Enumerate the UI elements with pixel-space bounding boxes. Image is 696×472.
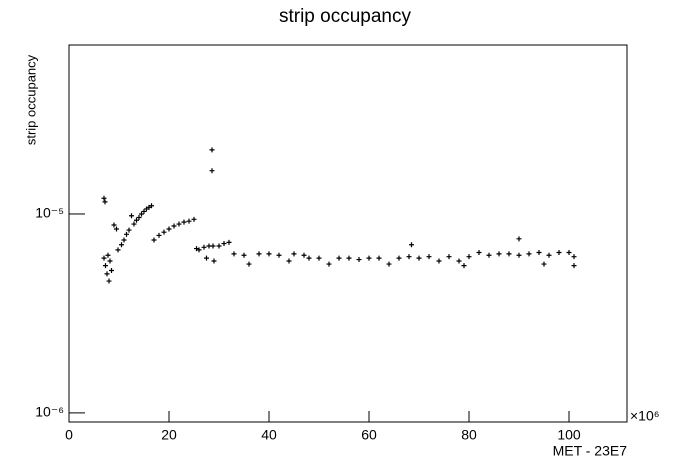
marker [409, 242, 414, 248]
marker [149, 203, 154, 209]
marker [156, 232, 162, 238]
marker [516, 236, 522, 242]
marker [366, 255, 372, 261]
marker [181, 219, 187, 225]
marker [301, 252, 307, 258]
marker [286, 258, 292, 264]
marker [256, 251, 262, 257]
marker [291, 251, 297, 257]
marker [516, 252, 522, 258]
y-axis-label: strip occupancy [23, 54, 38, 145]
marker [111, 222, 117, 228]
marker [306, 255, 312, 261]
x-tick-label: 60 [361, 427, 377, 443]
marker [134, 217, 139, 223]
marker [209, 147, 215, 153]
marker [210, 243, 216, 249]
y-tick-label: 10⁻⁵ [35, 205, 64, 221]
marker [161, 229, 167, 235]
marker [466, 254, 472, 260]
marker [176, 221, 182, 227]
marker [486, 252, 492, 258]
marker [536, 250, 542, 256]
marker [139, 211, 144, 217]
marker [496, 251, 502, 257]
marker [396, 255, 402, 261]
marker [446, 254, 452, 260]
marker [406, 254, 412, 260]
marker [131, 221, 137, 227]
marker [356, 257, 362, 263]
x-axis-label: MET - 23E7 [553, 443, 628, 459]
marker [566, 250, 572, 256]
marker [151, 237, 157, 243]
marker [241, 252, 247, 258]
marker [461, 263, 467, 269]
marker [126, 227, 132, 233]
marker [191, 216, 197, 222]
marker [506, 251, 512, 257]
x-tick-label: 80 [461, 427, 477, 443]
marker [114, 226, 119, 232]
marker [136, 214, 142, 220]
chart-title: strip occupancy [279, 6, 412, 27]
marker [436, 258, 442, 264]
marker [129, 213, 134, 219]
marker [201, 244, 207, 250]
marker [196, 247, 202, 253]
marker [326, 261, 332, 267]
marker [211, 258, 217, 264]
marker [266, 251, 272, 257]
marker [546, 252, 552, 258]
marker [101, 255, 107, 261]
marker [426, 254, 432, 260]
marker [209, 168, 215, 174]
marker [107, 258, 113, 264]
marker [103, 263, 108, 269]
marker [104, 271, 110, 277]
marker [571, 254, 577, 260]
marker [204, 255, 209, 261]
marker [556, 250, 562, 256]
marker [105, 252, 111, 258]
marker [336, 255, 342, 261]
marker [106, 278, 112, 284]
marker [416, 255, 422, 261]
marker [541, 261, 547, 267]
marker [246, 261, 252, 267]
x-multiplier: ×10⁶ [630, 408, 660, 424]
plot-frame [68, 44, 628, 423]
x-tick-label: 0 [65, 427, 73, 443]
marker [526, 251, 532, 257]
marker [226, 239, 232, 245]
marker [571, 263, 577, 269]
marker [346, 255, 352, 261]
marker [124, 231, 129, 237]
marker [231, 251, 237, 257]
marker [171, 223, 177, 229]
x-tick-label: 100 [557, 427, 581, 443]
marker [221, 241, 227, 247]
marker [376, 255, 382, 261]
marker [102, 199, 108, 205]
marker [216, 243, 222, 249]
marker [456, 258, 462, 264]
marker [101, 195, 107, 201]
marker [386, 261, 392, 267]
marker [119, 242, 124, 248]
marker [115, 247, 121, 253]
marker [276, 252, 282, 258]
marker [109, 267, 114, 273]
x-tick-label: 20 [161, 427, 177, 443]
marker [121, 237, 127, 243]
marker [476, 250, 482, 256]
marker [166, 226, 172, 232]
y-tick-label: 10⁻⁶ [35, 404, 64, 420]
marker [316, 255, 322, 261]
x-tick-label: 40 [261, 427, 277, 443]
marker [141, 208, 147, 214]
marker [186, 218, 192, 224]
